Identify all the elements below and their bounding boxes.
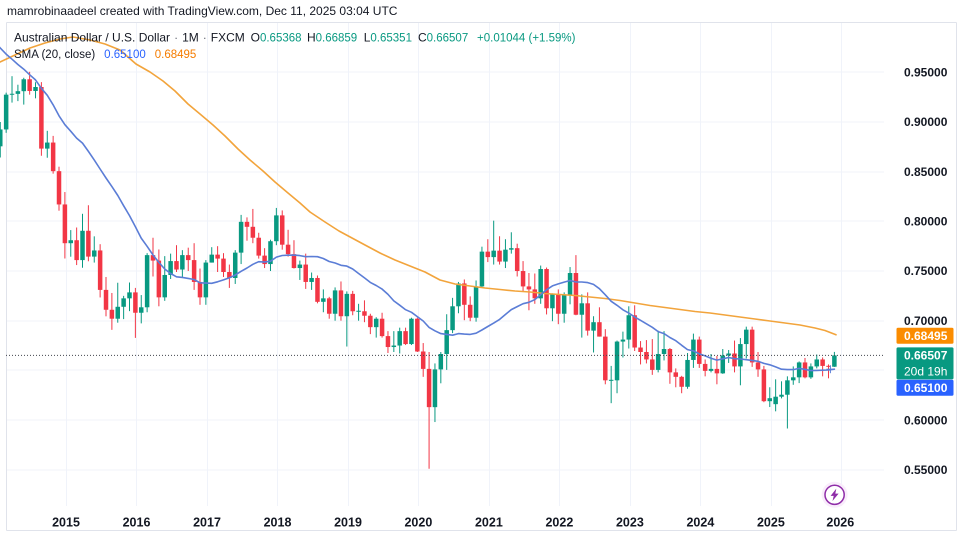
svg-text:2019: 2019 [334, 516, 362, 530]
svg-text:2025: 2025 [757, 516, 785, 530]
svg-text:2021: 2021 [475, 516, 503, 530]
svg-text:0.90000: 0.90000 [904, 115, 948, 129]
svg-text:2017: 2017 [193, 516, 221, 530]
svg-text:20d 19h: 20d 19h [904, 365, 947, 379]
svg-text:0.55000: 0.55000 [904, 463, 948, 477]
svg-text:0.70000: 0.70000 [904, 314, 948, 328]
svg-text:0.60000: 0.60000 [904, 413, 948, 427]
svg-text:2020: 2020 [404, 516, 432, 530]
svg-text:2022: 2022 [545, 516, 573, 530]
svg-text:2015: 2015 [52, 516, 80, 530]
svg-text:2023: 2023 [616, 516, 644, 530]
svg-text:0.68495: 0.68495 [904, 329, 948, 343]
svg-text:0.80000: 0.80000 [904, 215, 948, 229]
svg-text:2016: 2016 [123, 516, 151, 530]
svg-text:2018: 2018 [264, 516, 292, 530]
svg-text:0.85000: 0.85000 [904, 165, 948, 179]
svg-text:0.65100: 0.65100 [904, 381, 948, 395]
svg-text:mamrobinaadeel created with Tr: mamrobinaadeel created with TradingView.… [7, 4, 398, 18]
svg-text:0.75000: 0.75000 [904, 264, 948, 278]
svg-text:Australian Dollar / U.S. Dolla: Australian Dollar / U.S. Dollar · 1M · FXCM O… [14, 31, 576, 45]
svg-text:2026: 2026 [826, 516, 854, 530]
svg-text:0.66507: 0.66507 [904, 349, 948, 363]
svg-text:2024: 2024 [686, 516, 714, 530]
svg-text:0.95000: 0.95000 [904, 66, 948, 80]
